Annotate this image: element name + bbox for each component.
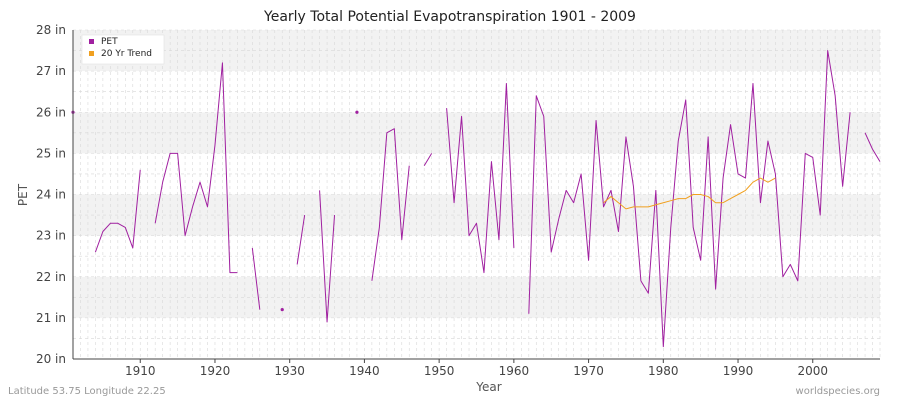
pet-line xyxy=(296,214,306,265)
pet-point xyxy=(280,308,284,312)
legend-label-20-yr-trend: 20 Yr Trend xyxy=(101,49,152,59)
y-tick-label: 24 in xyxy=(36,188,66,202)
pet-line xyxy=(251,247,261,310)
pet-line xyxy=(864,132,881,162)
x-tick-label: 1920 xyxy=(200,364,231,378)
y-tick-label: 22 in xyxy=(36,270,66,284)
x-tick-label: 1990 xyxy=(723,364,754,378)
x-tick-label: 1970 xyxy=(573,364,604,378)
y-tick-label: 26 in xyxy=(36,105,66,119)
pet-line xyxy=(319,190,336,323)
y-tick-label: 23 in xyxy=(36,229,66,243)
legend-box xyxy=(81,34,165,65)
legend: PET 20 Yr Trend xyxy=(81,34,165,65)
x-tick-label: 2000 xyxy=(797,364,828,378)
pet-line xyxy=(423,153,433,166)
y-tick-label: 20 in xyxy=(36,352,66,366)
pet-line xyxy=(446,82,515,274)
footer-source: worldspecies.org xyxy=(796,386,880,397)
y-tick-label: 21 in xyxy=(36,311,66,325)
y-tick-label: 25 in xyxy=(36,146,66,160)
pet-line xyxy=(94,169,141,253)
pet-line xyxy=(371,128,410,281)
legend-swatch-pet xyxy=(89,39,94,44)
x-tick-label: 1960 xyxy=(499,364,530,378)
x-tick-label: 1940 xyxy=(349,364,380,378)
x-tick-label: 1950 xyxy=(424,364,455,378)
footer-coordinates: Latitude 53.75 Longitude 22.25 xyxy=(8,386,166,397)
legend-label-pet: PET xyxy=(101,37,118,47)
pet-line xyxy=(528,50,851,348)
y-tick-label: 27 in xyxy=(36,64,66,78)
y-tick-label: 28 in xyxy=(36,23,66,37)
pet-line xyxy=(154,62,238,274)
x-tick-label: 1930 xyxy=(274,364,305,378)
pet-point xyxy=(355,110,359,114)
series-layer xyxy=(71,50,881,348)
legend-swatch-20-yr-trend xyxy=(89,51,94,56)
x-tick-label: 1980 xyxy=(648,364,679,378)
axes: 20 in 21 in 22 in 23 in 24 in 25 in 26 in 27 in… xyxy=(36,23,880,378)
20-yr-trend-line xyxy=(603,177,776,210)
y-axis-label: PET xyxy=(16,183,30,206)
chart-title: Yearly Total Potential Evapotranspiratio… xyxy=(263,9,636,25)
x-axis-label: Year xyxy=(475,380,501,394)
x-tick-label: 1910 xyxy=(125,364,156,378)
